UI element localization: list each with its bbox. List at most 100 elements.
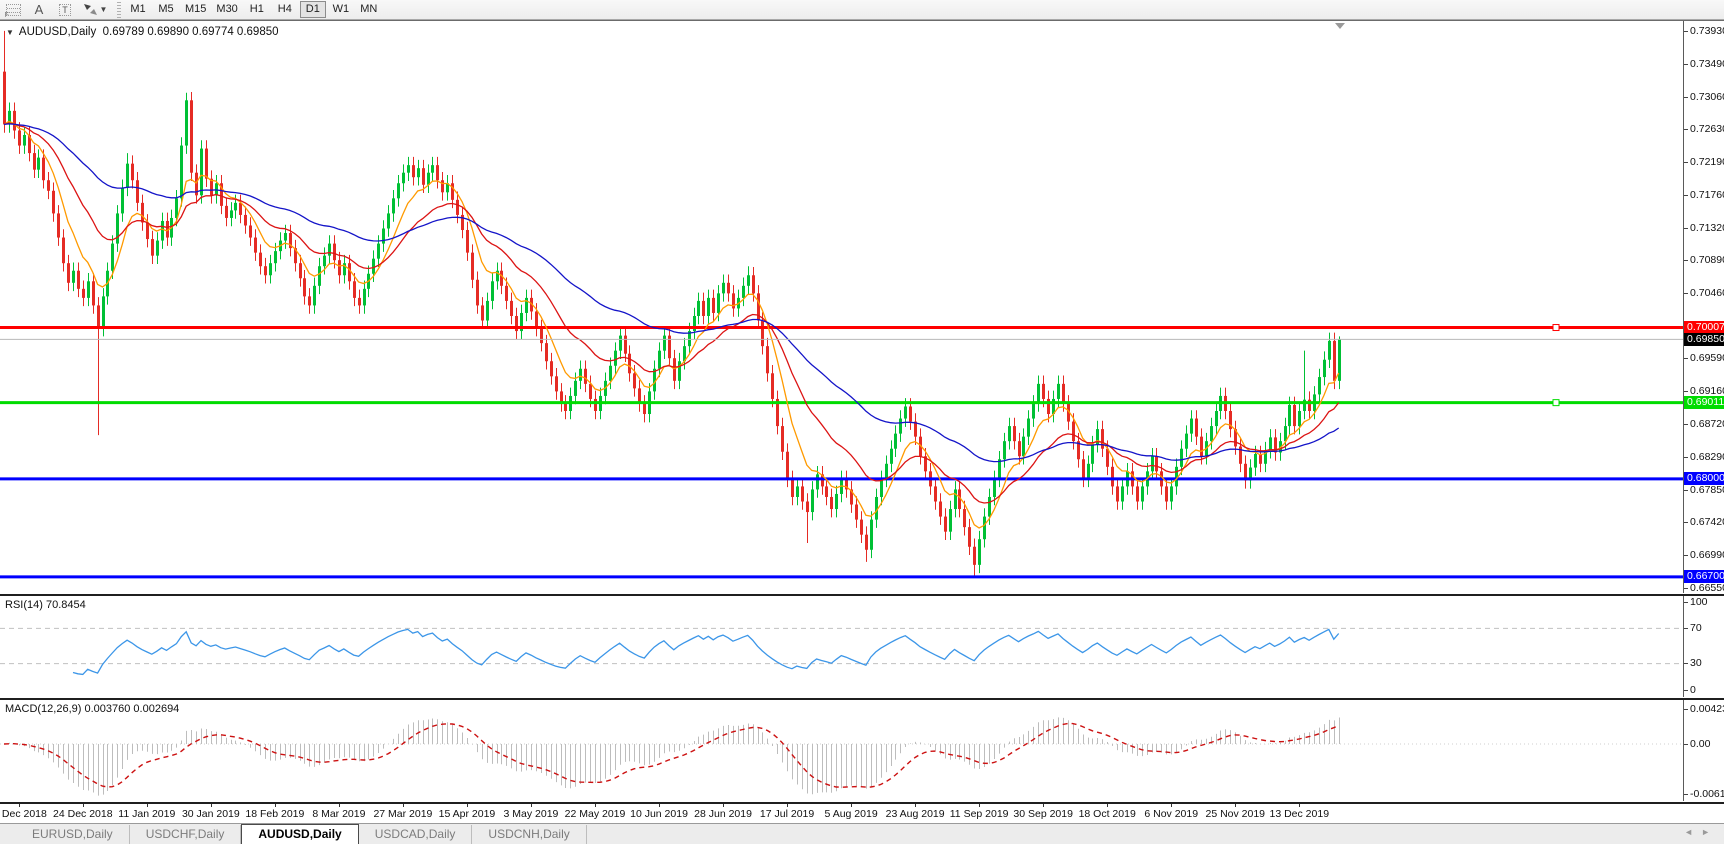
hline-price-badge: 0.70007 xyxy=(1684,321,1724,335)
candlestick-chart[interactable] xyxy=(0,21,1683,594)
date-tick xyxy=(1235,804,1237,807)
symbol-tab-audusd[interactable]: AUDUSD,Daily xyxy=(241,824,359,844)
chart-title: ▼ AUDUSD,Daily 0.69789 0.69890 0.69774 0.… xyxy=(6,26,279,38)
hline-handle[interactable] xyxy=(1552,324,1560,332)
date-label: 27 Mar 2019 xyxy=(373,808,433,820)
fibonacci-icon[interactable]: F xyxy=(0,1,26,19)
date-tick xyxy=(338,804,340,807)
symbol-tab-usdchf[interactable]: USDCHF,Daily xyxy=(130,825,242,844)
chevron-down-icon[interactable]: ▼ xyxy=(99,5,108,14)
hline-price-badge: 0.69011 xyxy=(1684,396,1724,410)
date-tick xyxy=(1171,804,1173,807)
fibonacci-grid-icon: F xyxy=(5,3,21,19)
date-label: 30 Sep 2019 xyxy=(1013,808,1073,820)
moving-average-21 xyxy=(3,122,1340,504)
timeframe-button-h1[interactable]: H1 xyxy=(249,3,264,15)
chevron-down-icon[interactable]: ▼ xyxy=(6,28,14,37)
macd-signal-line xyxy=(3,722,1339,788)
text-icon[interactable]: A xyxy=(34,2,44,17)
timeframe-button-d1[interactable]: D1 xyxy=(299,1,326,18)
date-label: 13 Dec 2019 xyxy=(1269,808,1330,820)
date-tick xyxy=(530,804,532,807)
date-label: 23 Aug 2019 xyxy=(885,808,945,820)
rsi-tick-label: 100 xyxy=(1684,596,1724,609)
symbol-tabs: EURUSD,Daily USDCHF,Daily AUDUSD,Daily USDC… xyxy=(16,824,587,844)
timeframe-button-h4[interactable]: H4 xyxy=(277,3,292,15)
tab-scroll-left-icon[interactable]: ◄ xyxy=(1684,827,1702,837)
timeframe-button-w1[interactable]: W1 xyxy=(332,3,350,15)
tab-scroll-right-icon[interactable]: ► xyxy=(1701,827,1718,837)
timeframe-button-m5[interactable]: M5 xyxy=(158,3,174,15)
date-label: 3 May 2019 xyxy=(503,808,559,820)
timeframe-button-mn[interactable]: MN xyxy=(360,3,378,15)
symbol-tab-bar: EURUSD,Daily USDCHF,Daily AUDUSD,Daily USDC… xyxy=(0,823,1724,844)
rsi-axis: 100 70 30 0 xyxy=(1683,596,1724,697)
arrows-icon[interactable]: ▼ xyxy=(78,1,112,18)
date-tick xyxy=(274,804,276,807)
top-toolbar: F A T ▼ M1 M5 M15 M30 H1 H4 D1 W1 MN xyxy=(0,0,1724,20)
date-tick xyxy=(659,804,661,807)
date-label: 24 Dec 2018 xyxy=(53,808,113,820)
date-tick xyxy=(1107,804,1109,807)
date-tick xyxy=(851,804,853,807)
date-tick xyxy=(915,804,917,807)
date-label: 28 Jun 2019 xyxy=(694,808,752,820)
chart-shift-marker-icon[interactable] xyxy=(1334,23,1345,29)
timeframe-button-m15[interactable]: M15 xyxy=(185,3,207,15)
timeframe-button-m1[interactable]: M1 xyxy=(130,3,146,15)
rsi-indicator-panel[interactable]: RSI(14) 70.8454 100 70 30 0 xyxy=(0,594,1724,697)
toolbar-grip[interactable] xyxy=(117,1,121,18)
date-axis: 5 Dec 2018 24 Dec 2018 11 Jan 2019 30 Jan 2… xyxy=(0,802,1724,823)
hline-handle[interactable] xyxy=(1552,399,1560,407)
date-label: 15 Apr 2019 xyxy=(438,808,496,820)
date-tick xyxy=(723,804,725,807)
tab-scroll-arrows: ◄► xyxy=(1684,827,1718,837)
date-label: 5 Aug 2019 xyxy=(824,808,878,820)
symbol-tab-usdcnh[interactable]: USDCNH,Daily xyxy=(472,825,587,844)
price-chart-panel[interactable]: ▼ AUDUSD,Daily 0.69789 0.69890 0.69774 0.… xyxy=(0,20,1724,594)
symbol-tab-eurusd[interactable]: EURUSD,Daily xyxy=(16,825,130,844)
label-icon[interactable]: T xyxy=(52,1,78,18)
date-label: 22 May 2019 xyxy=(564,808,626,820)
rsi-label: RSI(14) 70.8454 xyxy=(5,599,86,611)
date-label: 5 Dec 2018 xyxy=(0,808,47,820)
date-label: 30 Jan 2019 xyxy=(181,808,240,820)
date-label: 25 Nov 2019 xyxy=(1205,808,1266,820)
date-tick xyxy=(787,804,789,807)
macd-tick-label: -0.00610 xyxy=(1684,788,1724,801)
date-tick xyxy=(402,804,404,807)
horizontal-lines[interactable] xyxy=(0,324,1683,579)
symbol-tab-usdcad[interactable]: USDCAD,Daily xyxy=(359,825,473,844)
moving-average-55 xyxy=(3,123,1340,463)
timeframe-buttons: M1 M5 M15 M30 H1 H4 D1 W1 MN xyxy=(124,1,383,18)
macd-histogram xyxy=(9,717,1340,796)
timeframe-button-m30[interactable]: M30 xyxy=(216,3,238,15)
chart-symbol: AUDUSD,Daily xyxy=(18,26,97,38)
macd-indicator-panel[interactable]: MACD(12,26,9) 0.003760 0.002694 0.004230… xyxy=(0,698,1724,801)
hline-price-badge: 0.66700 xyxy=(1684,570,1724,584)
date-tick xyxy=(146,804,148,807)
rsi-tick-label: 0 xyxy=(1684,684,1724,697)
date-tick xyxy=(1043,804,1045,807)
candlestick-series xyxy=(3,30,1341,577)
rsi-value: 70.8454 xyxy=(45,599,86,611)
hline-price-badge: 0.68000 xyxy=(1684,472,1724,486)
rsi-tick-label: 30 xyxy=(1684,657,1724,670)
macd-tick-label: 0.00 xyxy=(1684,738,1724,751)
